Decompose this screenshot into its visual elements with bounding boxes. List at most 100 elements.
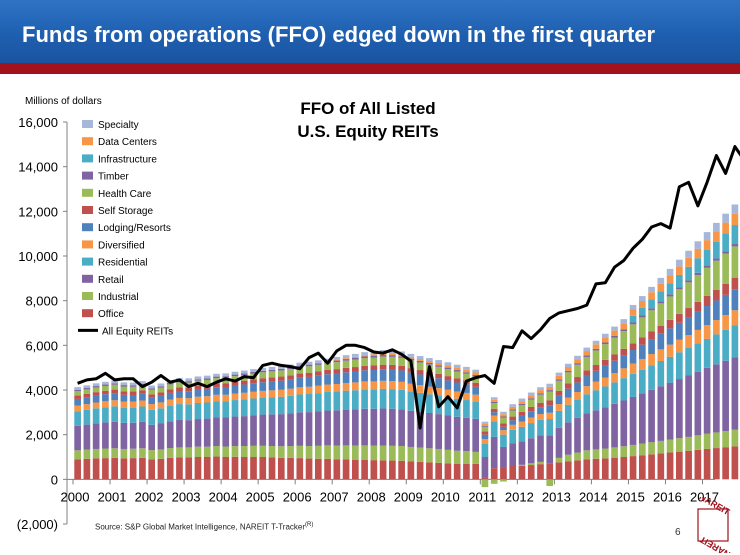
bar-segment-health-care xyxy=(555,380,563,391)
bar-segment-timber xyxy=(370,356,378,358)
bar-segment-residential xyxy=(296,394,304,413)
bar-segment-diversified xyxy=(416,385,424,393)
bar-segment-retail xyxy=(537,435,544,462)
legend-item: Data Centers xyxy=(82,137,157,148)
bar-segment-diversified xyxy=(731,310,739,326)
header-banner: Funds from operations (FFO) edged down i… xyxy=(0,0,740,63)
y-tick-label: 2,000 xyxy=(25,428,58,443)
bar-segment-data-centers xyxy=(342,358,350,360)
bar-segment-timber xyxy=(629,322,637,325)
bar-segment-lodging-resorts xyxy=(83,397,91,405)
bar-segment-retail xyxy=(176,419,183,448)
bar-segment-lodging-resorts xyxy=(176,391,183,398)
bar-segment-office xyxy=(194,457,202,480)
bar-segment-infrastructure xyxy=(713,241,720,259)
bar-segment-diversified xyxy=(509,424,517,430)
bar-segment-diversified xyxy=(259,390,267,398)
bar-segment-diversified xyxy=(342,382,350,391)
bar-segment-diversified xyxy=(120,401,128,408)
bar-segment-office xyxy=(102,458,109,480)
bar-segment-data-centers xyxy=(407,356,415,359)
legend-swatch xyxy=(82,171,93,180)
bar-segment-data-centers xyxy=(518,401,526,404)
legend-item: Lodging/Resorts xyxy=(82,223,171,234)
bar-segment-residential xyxy=(546,419,554,436)
chart-title: FFO of All Listed U.S. Equity REITs xyxy=(297,99,438,141)
x-tick-label: 2010 xyxy=(431,489,460,504)
bar-segment-diversified xyxy=(268,390,276,398)
bar-segment-health-care xyxy=(416,362,424,371)
bar-segment-health-care xyxy=(92,387,100,393)
bar-segment-diversified xyxy=(352,382,359,391)
bar-segment-office xyxy=(203,457,211,480)
bar-segment-lodging-resorts xyxy=(731,289,739,311)
bar-segment-lodging-resorts xyxy=(148,397,156,405)
bar-segment-industrial xyxy=(583,450,591,460)
bar-segment-diversified xyxy=(518,421,526,427)
bar-segment-diversified xyxy=(305,386,313,395)
bar-segment-timber xyxy=(537,393,544,395)
bar-segment-retail xyxy=(426,413,433,449)
bar-segment-specialty xyxy=(713,222,720,232)
bar-segment-lodging-resorts xyxy=(583,375,591,387)
bar-segment-office xyxy=(259,457,267,480)
bar-segment-data-centers xyxy=(703,240,711,250)
bar-segment-specialty xyxy=(222,373,230,377)
bar-segment-self-storage xyxy=(657,325,665,334)
bar-segment-diversified xyxy=(490,415,498,422)
bar-segment-health-care xyxy=(83,389,91,394)
bar-segment-industrial xyxy=(92,448,100,459)
bar-segment-health-care xyxy=(666,296,674,320)
bar-segment-retail xyxy=(546,435,554,464)
bar-segment-specialty xyxy=(185,378,193,382)
bar-segment-timber xyxy=(352,358,359,360)
bar-segment-diversified xyxy=(379,380,387,389)
bar-segment-lodging-resorts xyxy=(389,369,396,382)
bar-segment-health-care xyxy=(157,387,165,393)
bar-segment-office xyxy=(435,462,442,480)
bar-segment-health-care xyxy=(703,267,711,296)
bar-segment-industrial xyxy=(342,445,350,460)
bar-segment-lodging-resorts xyxy=(435,378,442,389)
bar-segment-residential xyxy=(305,394,313,413)
bar-segment-office xyxy=(277,457,285,480)
bar-segment-diversified xyxy=(574,392,581,400)
bar-segment-retail xyxy=(213,417,220,447)
source-mark: (R) xyxy=(305,522,314,528)
bar-segment-self-storage xyxy=(194,385,202,390)
bar-segment-lodging-resorts xyxy=(574,382,581,393)
bar-segment-industrial xyxy=(601,448,609,459)
bar-segment-infrastructure xyxy=(657,291,665,302)
bar-segment-lodging-resorts xyxy=(592,370,600,382)
bar-segment-diversified xyxy=(527,417,535,424)
bar-segment-health-care xyxy=(731,246,739,278)
bar-segment-residential xyxy=(666,356,674,383)
bar-segment-residential xyxy=(527,423,535,439)
bar-segment-retail xyxy=(463,417,470,452)
bar-segment-specialty xyxy=(139,381,146,384)
bar-segment-industrial xyxy=(713,432,720,449)
bar-segment-self-storage xyxy=(638,337,646,345)
bar-segment-timber xyxy=(444,367,452,370)
bar-segment-industrial xyxy=(426,448,433,463)
bar-segment-self-storage xyxy=(139,390,146,394)
bar-segment-data-centers xyxy=(352,356,359,359)
bar-segment-lodging-resorts xyxy=(463,384,470,393)
bar-segment-office xyxy=(564,461,572,480)
bar-segment-office xyxy=(676,451,683,480)
bar-segment-lodging-resorts xyxy=(481,434,489,440)
bar-segment-office xyxy=(287,457,294,480)
bar-segment-lodging-resorts xyxy=(129,395,137,402)
bar-segment-lodging-resorts xyxy=(370,370,378,382)
source-note: Source: S&P Global Market Intelligence, … xyxy=(95,522,313,532)
bar-segment-timber xyxy=(333,360,341,363)
bar-segment-residential xyxy=(129,407,137,423)
bar-segment-data-centers xyxy=(694,248,702,259)
bar-segment-self-storage xyxy=(546,400,554,406)
bar-segment-specialty xyxy=(537,387,544,391)
bar-segment-health-care xyxy=(509,410,517,417)
bar-segment-office xyxy=(731,446,739,480)
bar-segment-industrial xyxy=(352,445,359,460)
bar-segment-health-care xyxy=(352,359,359,368)
bar-segment-retail xyxy=(370,408,378,446)
